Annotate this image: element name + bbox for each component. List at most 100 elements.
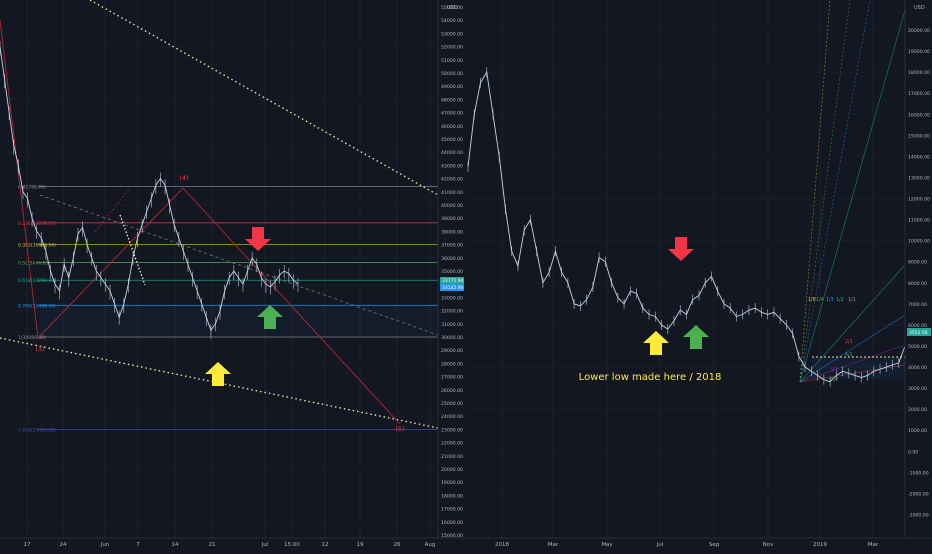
yellow-arrow-right: [643, 331, 669, 355]
right-y-tick-label: 7000.00: [908, 302, 927, 308]
right-y-tick-label: 16000.00: [908, 112, 930, 118]
left-y-tick-label: 23000.00: [441, 427, 463, 433]
left-y-tick-label: 50000.00: [441, 71, 463, 77]
left-y-tick-label: 31000.00: [441, 322, 463, 328]
right-y-tick-label: 0.00: [908, 449, 918, 455]
right-y-tick-label: 18000.00: [908, 70, 930, 76]
right-y-tick-label: 5000.00: [908, 344, 927, 350]
right-x-tick-label: 2018: [495, 542, 509, 548]
left-y-tick-label: 43000.00: [441, 163, 463, 169]
left-y-tick-label: 47000.00: [441, 111, 463, 117]
left-y-tick-label: 48000.00: [441, 97, 463, 103]
left-y-tick-label: 53000.00: [441, 31, 463, 37]
fib-level-label: 0.382(36998.54): [18, 243, 56, 249]
right-y-tick-label: 4000.00: [908, 365, 927, 371]
price-line-right: [467, 70, 906, 383]
price-mark-bg: [440, 284, 464, 291]
left-y-tick-label: 24000.00: [441, 414, 463, 420]
price-mark-bg: [907, 328, 931, 336]
left-x-tick-label: 17: [24, 542, 31, 548]
fib-level-label: 0.618(34290.90): [18, 278, 56, 284]
fib-level-label: 1(30090.00): [18, 335, 46, 341]
left-y-tick-label: 42000.00: [441, 177, 463, 183]
lower-low-annotation: Lower low made here / 2018: [579, 372, 722, 383]
right-y-tick-label: 8000.00: [908, 281, 927, 287]
price-line-left: [0, 46, 299, 332]
right-x-tick-label: May: [601, 542, 613, 548]
dashed-segment: [94, 187, 131, 233]
fib-level-label: 0.786(32489.96): [18, 303, 56, 309]
left-x-tick-label: 12: [322, 542, 329, 548]
gann-label: 1/1: [848, 297, 856, 303]
left-y-tick-label: 54000.00: [441, 18, 463, 24]
right-y-tick-label: -2000.00: [908, 491, 929, 497]
right-x-tick-label: Nov: [763, 542, 774, 548]
left-y-tick-label: 45000.00: [441, 137, 463, 143]
left-y-tick-label: 20000.00: [441, 467, 463, 473]
green-arrow-right: [683, 325, 709, 349]
right-y-tick-label: 11000.00: [908, 218, 930, 224]
gann-label: 3/1: [830, 367, 838, 373]
left-x-tick-label: 21: [209, 542, 216, 548]
right-y-tick-label: 12000.00: [908, 197, 930, 203]
right-x-tick-label: Sep: [709, 542, 720, 548]
left-y-tick-label: 35000.00: [441, 269, 463, 275]
right-y-tick-label: 20000.00: [908, 28, 930, 34]
right-y-tick-label: 9000.00: [908, 260, 927, 266]
right-y-tick-label: 2000.00: [908, 407, 927, 413]
right-x-tick-label: Mar: [548, 542, 559, 548]
left-y-tick-label: 32000.00: [441, 309, 463, 315]
left-y-tick-label: 46000.00: [441, 124, 463, 130]
left-x-tick-label: 14: [172, 542, 179, 548]
left-y-tick-label: 39000.00: [441, 216, 463, 222]
left-y-tick-label: 15000.00: [441, 533, 463, 539]
left-y-tick-label: 55000.00: [441, 5, 463, 11]
left-y-tick-label: 22000.00: [441, 441, 463, 447]
price-mark-label: 33142.90: [442, 285, 464, 291]
left-x-tick-label: Jun: [100, 542, 110, 548]
gann-label: 1/8: [808, 297, 816, 303]
price-mark-bg: [440, 277, 464, 284]
left-x-tick-label: 26: [394, 542, 401, 548]
yellow-arrow-left: [205, 362, 231, 386]
right-y-tick-label: 15000.00: [908, 133, 930, 139]
left-y-tick-label: 40000.00: [441, 203, 463, 209]
left-y-tick-label: 33000.00: [441, 295, 463, 301]
left-y-tick-label: 21000.00: [441, 454, 463, 460]
left-y-tick-label: 27000.00: [441, 375, 463, 381]
gann-label: 1/3: [826, 297, 834, 303]
right-y-tick-label: 19000.00: [908, 49, 930, 55]
left-x-tick-label: 15:00: [284, 542, 300, 548]
left-x-tick-label: 7: [136, 542, 140, 548]
right-y-unit: USD: [914, 5, 925, 11]
range-box: [812, 357, 905, 379]
gann-label: 4/1: [845, 352, 853, 358]
price-mark-label: 33771.94: [442, 278, 464, 284]
left-y-tick-label: 16000.00: [441, 520, 463, 526]
left-y-tick-label: 26000.00: [441, 388, 463, 394]
left-price-axis-bg: [438, 0, 465, 550]
left-y-tick-label: 38000.00: [441, 229, 463, 235]
right-y-tick-label: 14000.00: [908, 154, 930, 160]
gann-label: 45°: [830, 377, 839, 383]
left-y-tick-label: 52000.00: [441, 45, 463, 51]
left-y-tick-label: 18000.00: [441, 493, 463, 499]
left-y-tick-label: 29000.00: [441, 348, 463, 354]
left-y-tick-label: 17000.00: [441, 507, 463, 513]
right-y-tick-label: 3000.00: [908, 386, 927, 392]
left-y-unit: USD: [447, 5, 458, 11]
left-y-tick-label: 28000.00: [441, 361, 463, 367]
elliott-wave-path: [0, 19, 401, 425]
wave-label: (5): [395, 425, 404, 433]
left-y-tick-label: 25000.00: [441, 401, 463, 407]
left-y-tick-label: 41000.00: [441, 190, 463, 196]
gann-label: 1/4: [816, 297, 824, 303]
right-y-tick-label: 6000.00: [908, 323, 927, 329]
wave-label: (3): [35, 345, 44, 353]
right-x-tick-label: Jul: [656, 542, 664, 548]
red-arrow-left: [245, 227, 271, 251]
fib-band: [38, 305, 438, 337]
